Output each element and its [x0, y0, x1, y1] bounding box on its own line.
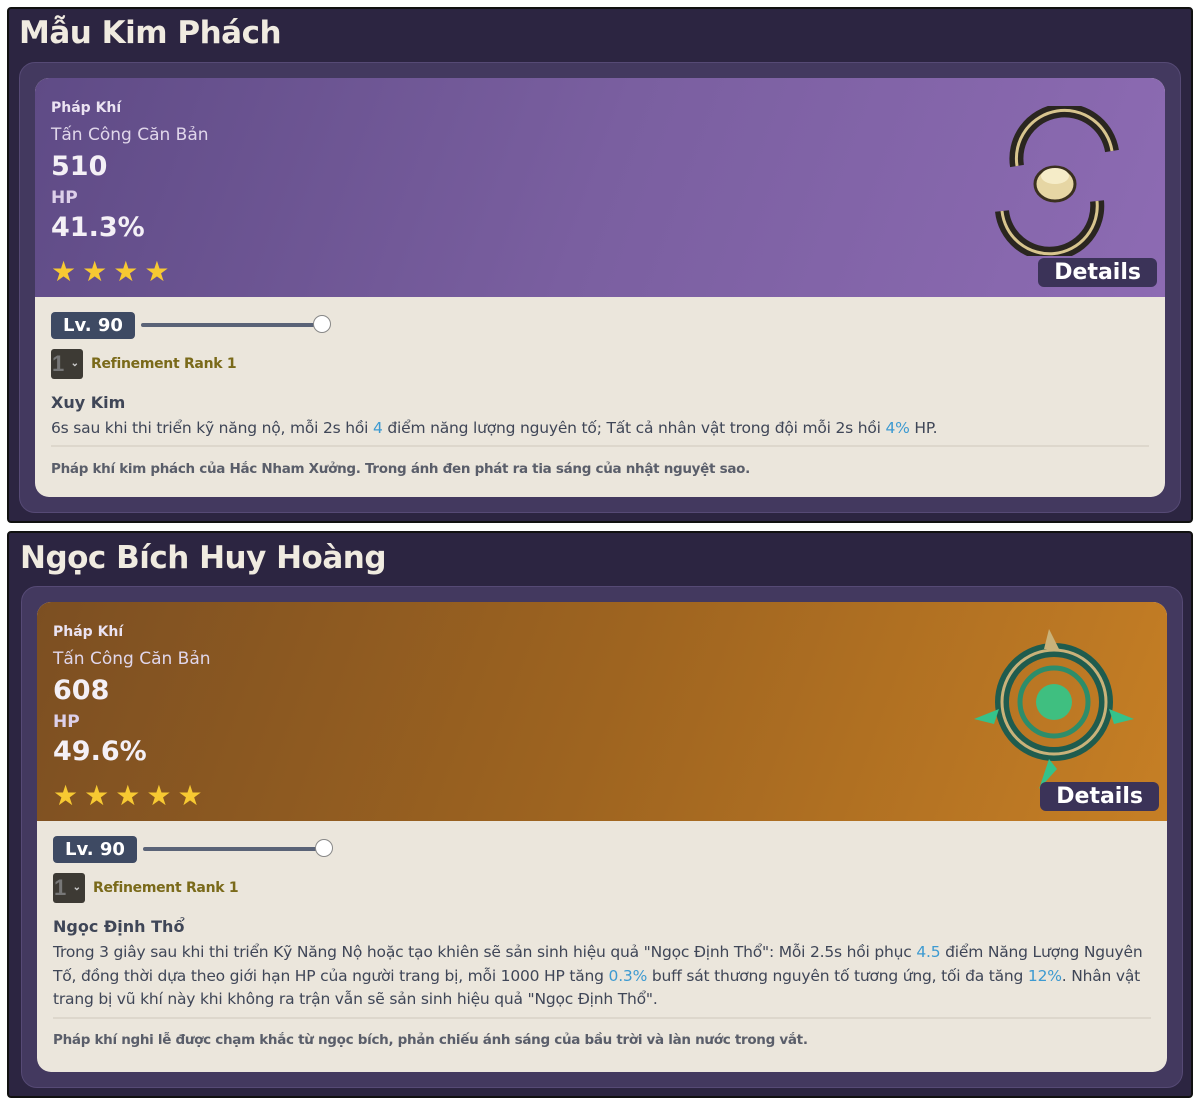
- level-slider[interactable]: [143, 839, 333, 857]
- refinement-label: Refinement Rank 1: [93, 880, 239, 896]
- catalyst-icon: [995, 106, 1119, 256]
- star-icon: ★: [84, 780, 110, 811]
- star-icon: ★: [177, 780, 203, 811]
- star-icon: ★: [82, 256, 108, 287]
- sub-stat-value: 49.6%: [53, 736, 147, 767]
- sub-stat-label: HP: [51, 188, 78, 208]
- description-text: . Nhân vật trang bị vũ khí này khi không…: [53, 966, 1141, 1009]
- weapon-title: Mẫu Kim Phách: [19, 15, 282, 51]
- base-stat-value: 510: [51, 151, 108, 182]
- level-slider[interactable]: [141, 315, 331, 333]
- description-text: buff sát thương nguyên tố tương ứng, tối…: [647, 966, 1028, 985]
- weapon-panel: Pháp Khí Tấn Công Căn Bản 608 HP 49.6% ★…: [21, 586, 1183, 1088]
- description-text: điểm Năng Lượng Nguyên Tố, đồng thời dựa…: [53, 943, 1143, 985]
- base-stat-value: 608: [53, 675, 110, 706]
- passive-name: Xuy Kim: [51, 393, 126, 412]
- refinement-select[interactable]: 1 ⌄: [53, 873, 85, 903]
- highlight-value: 4.5: [916, 943, 941, 961]
- divider: [53, 1017, 1151, 1019]
- refinement-select[interactable]: 1 ⌄: [51, 349, 83, 379]
- chevron-down-icon: ⌄: [72, 882, 81, 893]
- star-icon: ★: [144, 256, 170, 287]
- highlight-value: 4: [372, 419, 383, 437]
- star-icon: ★: [115, 780, 141, 811]
- highlight-value: 4%: [885, 419, 910, 437]
- highlight-value: 0.3%: [608, 966, 648, 985]
- sub-stat-label: HP: [53, 712, 80, 732]
- weapon-card: Ngọc Bích Huy Hoàng Pháp Khí Tấn Công Că…: [7, 531, 1193, 1098]
- slider-handle[interactable]: [315, 839, 333, 857]
- weapon-header: Pháp Khí Tấn Công Căn Bản 510 HP 41.3% ★…: [35, 78, 1165, 297]
- level-badge: Lv. 90: [53, 836, 137, 863]
- weapon-type: Pháp Khí: [53, 624, 124, 640]
- weapon-lore: Pháp khí kim phách của Hắc Nham Xưởng. T…: [51, 461, 750, 477]
- weapon-header: Pháp Khí Tấn Công Căn Bản 608 HP 49.6% ★…: [37, 602, 1167, 821]
- weapon-panel: Pháp Khí Tấn Công Căn Bản 510 HP 41.3% ★…: [19, 62, 1181, 513]
- weapon-card: Mẫu Kim Phách Pháp Khí Tấn Công Căn Bản …: [7, 7, 1193, 523]
- chevron-down-icon: ⌄: [70, 358, 79, 369]
- base-stat-label: Tấn Công Căn Bản: [51, 125, 209, 145]
- sub-stat-value: 41.3%: [51, 212, 145, 243]
- highlight-value: 12%: [1027, 966, 1062, 985]
- description-text: HP.: [909, 419, 938, 437]
- passive-description: Trong 3 giây sau khi thi triển Kỹ Năng N…: [53, 941, 1151, 1012]
- star-icon: ★: [146, 780, 172, 811]
- details-button[interactable]: Details: [1038, 258, 1157, 287]
- rarity-stars: ★ ★ ★ ★: [51, 258, 169, 286]
- weapon-type: Pháp Khí: [51, 100, 122, 116]
- star-icon: ★: [113, 256, 139, 287]
- description-text: Trong 3 giây sau khi thi triển Kỹ Năng N…: [53, 943, 917, 961]
- refinement-label: Refinement Rank 1: [91, 356, 237, 372]
- level-badge: Lv. 90: [51, 312, 135, 339]
- star-icon: ★: [51, 256, 77, 287]
- slider-handle[interactable]: [313, 315, 331, 333]
- passive-name: Ngọc Định Thổ: [53, 917, 185, 936]
- base-stat-label: Tấn Công Căn Bản: [53, 649, 211, 669]
- rarity-stars: ★ ★ ★ ★ ★: [53, 782, 203, 810]
- refinement-value: 1: [54, 875, 67, 900]
- star-icon: ★: [53, 780, 79, 811]
- weapon-title: Ngọc Bích Huy Hoàng: [20, 540, 387, 576]
- weapon-lore: Pháp khí nghi lễ được chạm khắc từ ngọc …: [53, 1032, 808, 1048]
- passive-description: 6s sau khi thi triển kỹ năng nộ, mỗi 2s …: [51, 417, 1149, 441]
- details-button[interactable]: Details: [1040, 782, 1159, 811]
- refinement-value: 1: [52, 351, 65, 376]
- divider: [51, 445, 1149, 447]
- description-text: 6s sau khi thi triển kỹ năng nộ, mỗi 2s …: [51, 419, 373, 437]
- catalyst-icon: [974, 629, 1134, 789]
- description-text: điểm năng lượng nguyên tố; Tất cả nhân v…: [382, 419, 886, 437]
